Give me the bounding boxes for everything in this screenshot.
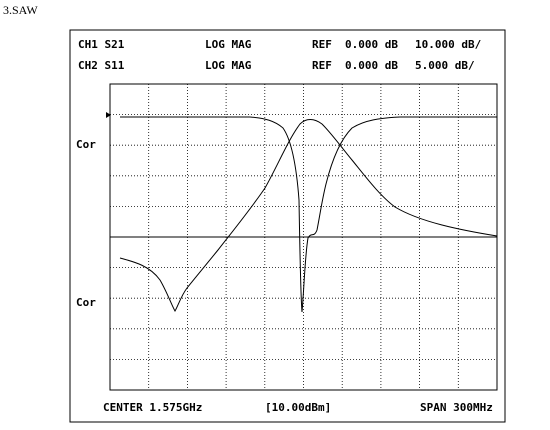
trace-s11 — [120, 116, 497, 313]
trace-s21 — [119, 119, 498, 312]
side-label: Cor — [76, 138, 96, 151]
format: LOG MAG — [205, 38, 252, 51]
ref-value: 0.000 dB — [345, 38, 398, 51]
frame — [69, 29, 506, 423]
center-frequency: CENTER 1.575GHz — [103, 401, 202, 414]
side-label: Cor — [76, 296, 96, 309]
span: SPAN 300MHz — [420, 401, 493, 414]
channel: CH2 S11 — [78, 59, 125, 72]
ref-marker — [106, 112, 111, 118]
format: LOG MAG — [205, 59, 252, 72]
channel: CH1 S21 — [78, 38, 125, 51]
scale: 10.000 dB/ — [415, 38, 482, 51]
scale: 5.000 dB/ — [415, 59, 475, 72]
ref-label: REF — [312, 59, 332, 72]
header: CH1 S21 LOG MAG REF 0.000 dB 10.000 dB/ … — [78, 38, 482, 72]
ref-label: REF — [312, 38, 332, 51]
ref-value: 0.000 dB — [345, 59, 398, 72]
caption: 3.SAW — [3, 3, 38, 17]
power: [10.00dBm] — [265, 401, 331, 414]
